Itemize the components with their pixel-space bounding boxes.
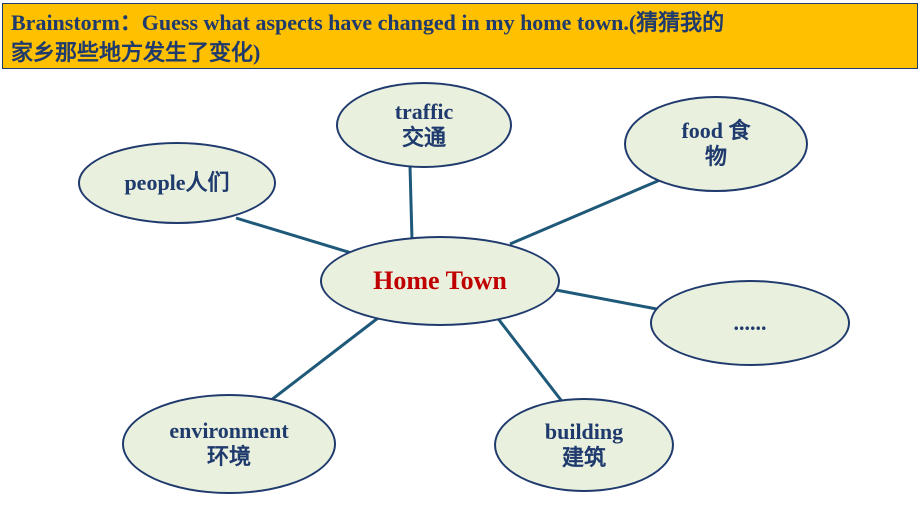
node-label-traffic: traffic 交通 (395, 99, 454, 152)
node-label-food: food 食 物 (681, 118, 750, 171)
node-label-more: ...... (734, 310, 767, 336)
node-building: building 建筑 (494, 398, 674, 492)
center-node-label: Home Town (373, 265, 507, 296)
node-environment: environment 环境 (122, 394, 336, 494)
node-traffic: traffic 交通 (336, 82, 512, 168)
mindmap-diagram: Brainstorm：Guess what aspects have chang… (0, 0, 920, 518)
brainstorm-banner: Brainstorm：Guess what aspects have chang… (2, 3, 918, 69)
node-label-people: people人们 (124, 170, 229, 196)
brainstorm-text: Brainstorm：Guess what aspects have chang… (11, 8, 909, 67)
node-more: ...... (650, 280, 850, 366)
node-people: people人们 (78, 142, 276, 224)
node-food: food 食 物 (624, 96, 808, 192)
node-label-environment: environment 环境 (169, 418, 288, 471)
node-label-building: building 建筑 (545, 419, 623, 472)
center-node-home-town: Home Town (320, 236, 560, 326)
